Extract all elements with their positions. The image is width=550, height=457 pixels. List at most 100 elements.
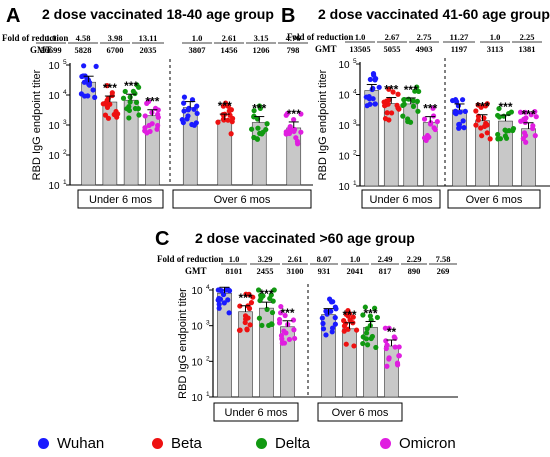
panel-c-point-omicron [396,353,402,359]
panel-a-gmt-label: GMT [30,45,52,55]
panel-a-significance: *** [218,99,232,113]
panel-b-y-tick-exponent: 4 [353,89,357,96]
panel-b-group-box [447,189,541,209]
panel-c-point-wuhan [323,332,329,338]
panel-a-point-omicron [298,111,304,117]
panel-c-significance: ** [387,325,397,339]
panel-a-point-wuhan [181,100,187,106]
panel-b-point-wuhan [366,94,372,100]
panel-a-point-omicron [155,107,161,113]
panel-a-point-wuhan [81,63,87,69]
panel-c-point-wuhan [320,326,327,332]
panel-c-fold-value: 1.0 [350,254,361,264]
panel-c-point-omicron [386,325,392,331]
panel-b-significance: *** [423,102,437,116]
panel-c-y-tick-label: 10 [191,357,203,368]
panel-a-point-omicron [298,129,304,135]
panel-a-point-wuhan [85,93,91,99]
panel-a-bar-delta [123,99,139,186]
panel-b-y-tick-label: 10 [338,91,350,102]
panel-a-point-beta [114,114,120,120]
panel-c-point-wuhan [319,315,325,321]
panel-b-point-beta [479,133,485,139]
panel-a-group-box [77,189,164,209]
panel-c-y-tick-exponent: 3 [206,320,210,327]
panel-a-point-beta [105,115,112,121]
panel-c-point-delta [367,313,373,319]
panel-a-gmt-value: 1456 [221,45,238,55]
panel-a-point-omicron [142,128,148,134]
panel-c-point-beta [246,305,253,312]
panel-c-point-omicron [279,336,285,342]
panel-b-significance: *** [384,83,398,97]
panel-b-point-omicron [530,123,536,129]
panel-a-point-wuhan [184,116,190,122]
panel-b-point-wuhan [459,97,466,103]
panel-a-y-tick-exponent: 5 [63,59,67,66]
panel-c-point-wuhan [215,297,221,303]
panel-c-gmt-label: GMT [185,266,207,276]
panel-a-point-omicron [144,100,150,106]
panel-a-fold-label: Fold of reduction [2,33,68,43]
panel-b-fold-value: 2.67 [385,32,401,42]
panel-c-point-omicron [286,336,293,343]
panel-b-point-omicron [532,109,538,115]
panel-c-gmt-value: 8101 [226,266,243,276]
panel-b-group-label: Over 6 mos [466,194,523,206]
panel-c-y-tick-label: 10 [191,286,203,297]
panel-c-point-beta [343,341,349,347]
panel-b-bar-delta [403,103,419,187]
panel-a-point-delta [135,106,142,112]
panel-b-point-delta [495,131,501,138]
panel-c-point-delta [363,336,370,342]
panel-a-point-delta [134,82,140,88]
panel-b-point-beta [478,125,484,131]
panel-b-point-delta [416,88,422,95]
panel-b-group-label: Under 6 mos [370,194,433,206]
legend-label: Beta [171,435,202,452]
panel-b-point-wuhan [372,101,378,107]
panel-c-gmt-value: 3100 [287,266,304,276]
panel-c-group-box [213,402,299,422]
panel-c-point-wuhan [221,300,227,306]
panel-b-title: 2 dose vaccinated 41-60 age group [318,6,550,22]
panel-b-point-wuhan [449,97,456,104]
panel-c-gmt-value: 817 [379,266,393,276]
panel-b-point-wuhan [453,111,459,117]
panel-a-fold-value: 4.58 [76,33,91,43]
panel-b-y-axis-label: RBD IgG endpoint titer [317,69,329,180]
legend-marker [38,438,49,449]
panel-b-point-beta [389,110,395,116]
panel-b-point-beta [390,89,396,95]
panel-c-gmt-value: 931 [318,266,331,276]
panel-b-point-delta [495,136,501,142]
panel-b-point-delta [510,125,517,132]
panel-c-point-omicron [278,303,284,310]
panel-b-fold-value: 2.25 [520,32,535,42]
panel-b-significance: *** [521,108,535,122]
panel-a-group-box [172,189,312,209]
panel-b-gmt-value: 1381 [519,44,536,54]
panel-a-fold-value: 3.98 [108,33,123,43]
panel-a-gmt-value: 2035 [140,45,157,55]
panel-c-point-beta [237,303,243,309]
panel-b-gmt-value: 4903 [416,44,433,54]
panel-b-point-wuhan [457,109,463,115]
panel-a-y-tick-label: 10 [48,151,60,162]
panel-a-point-omicron [147,128,153,135]
panel-a-point-wuhan [193,120,199,126]
panel-c-point-wuhan [216,287,222,293]
panel-c-point-wuhan [328,308,334,314]
panel-b-point-omicron [426,134,432,140]
panel-c-point-wuhan [225,297,231,303]
panel-c-fold-value: 7.58 [436,254,451,264]
panel-c-y-tick-exponent: 2 [206,355,210,362]
panel-a-point-delta [251,134,257,141]
legend-item-delta: Delta [256,435,310,452]
panel-b-fold-value: 1.0 [490,32,501,42]
panel-a-point-wuhan [194,103,200,109]
panel-a-point-omicron [142,113,148,119]
panel-c-gmt-value: 890 [408,266,421,276]
panel-a-point-omicron [146,122,152,129]
panel-c-y-tick-label: 10 [191,393,203,404]
